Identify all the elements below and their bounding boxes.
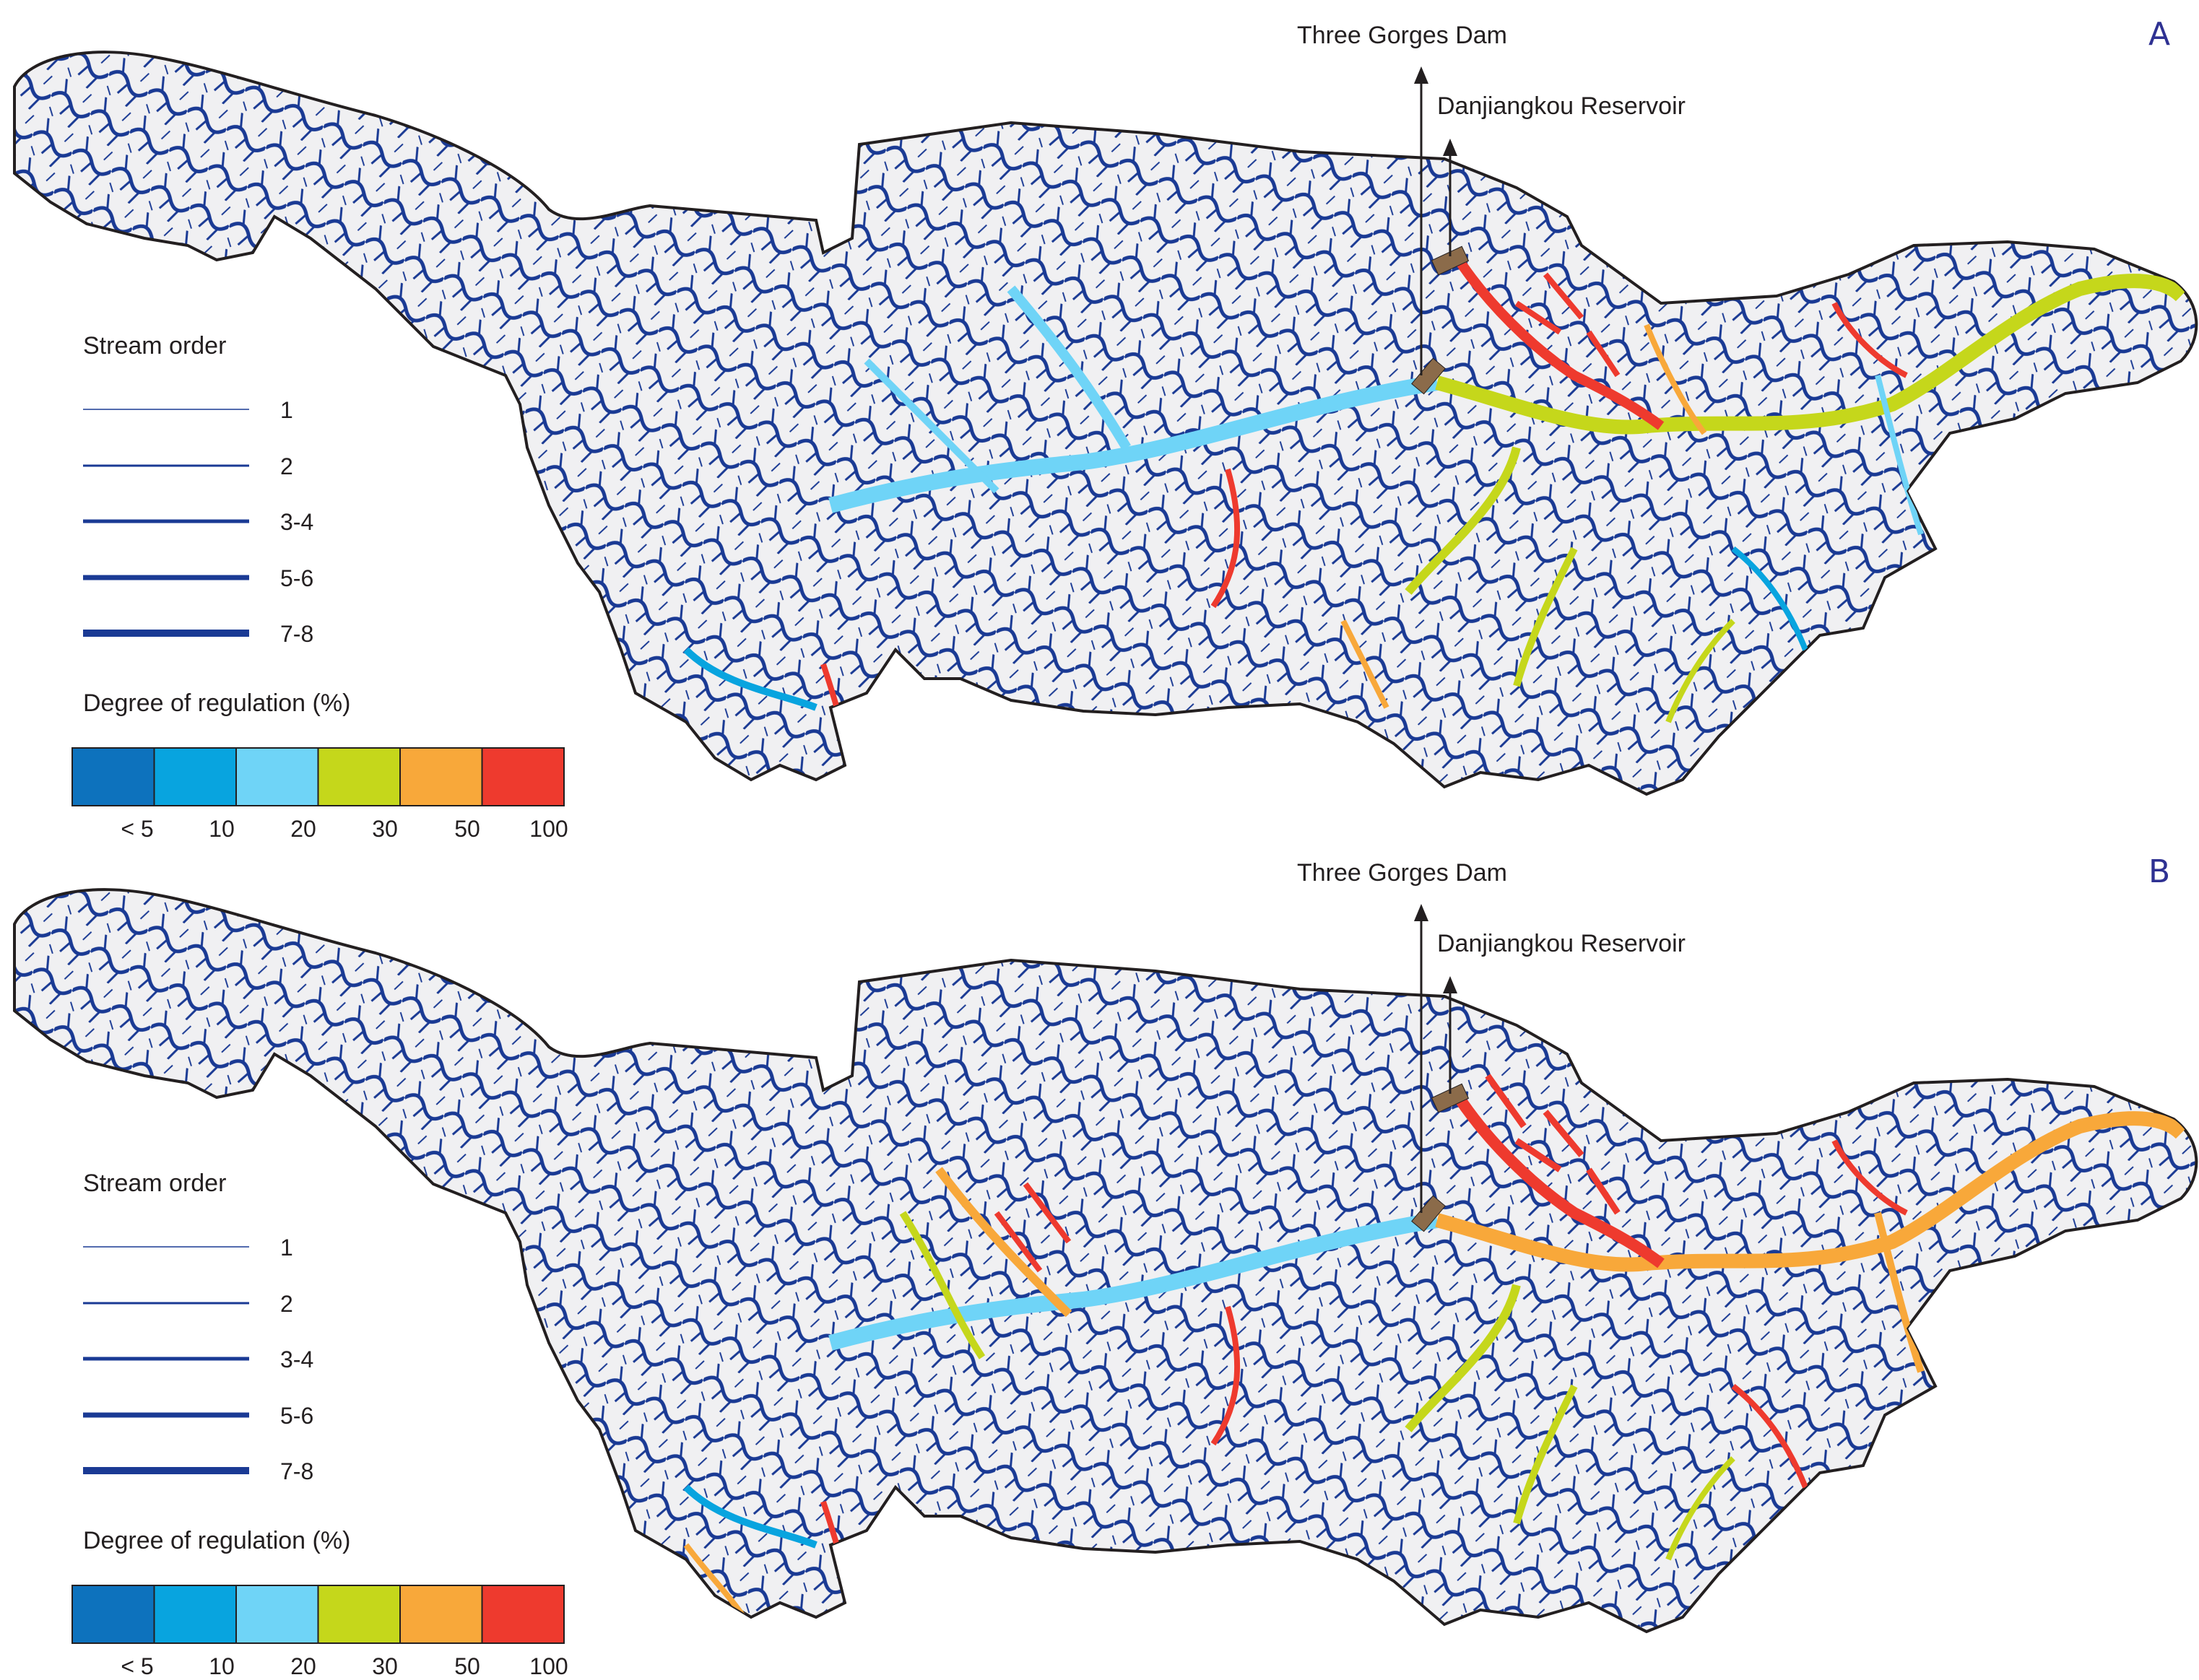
dam-pointer-arrowhead [1414,904,1428,921]
stream-order-label: 7-8 [280,1458,314,1484]
river-mainstem-regulated [1435,1111,2187,1272]
colorbar-swatch [71,1585,155,1644]
three-gorges-dam-label: Three Gorges Dam [1297,859,1507,887]
stream-order-label: 5-6 [280,1403,314,1429]
river-tributary [1874,1211,1925,1373]
colorbar-swatch [235,1585,319,1644]
colorbar-swatch [317,1585,401,1644]
colorbar-swatch [481,747,565,806]
river-tributary [1514,272,1621,378]
regulation-colorbar [71,747,565,806]
river-tributary [1210,468,1241,609]
stream-order-label: 1 [280,1235,293,1261]
dam-pointer-arrowhead [1414,66,1428,84]
basin-fill [13,51,2198,796]
reservoir-pointer-arrowhead [1443,976,1457,993]
colorbar-swatch [481,1585,565,1644]
map-panel-b: B Three Gorges Dam Danjiangkou Reservoir… [0,837,2199,1679]
basin-map-b [13,888,2198,1644]
river-han-regulated [1454,257,1665,430]
river-han-regulated [1454,1094,1665,1268]
colorbar-tick-label: 50 [454,1653,480,1679]
river-tributary [1665,1456,1735,1561]
colorbar-tick-label: 50 [454,816,480,842]
stream-order-label: 1 [280,397,293,423]
colorbar-tick-label: 20 [290,816,316,842]
danjiangkou-reservoir-label: Danjiangkou Reservoir [1437,930,1686,957]
colorbar-swatch [153,747,237,806]
river-mainstem [828,375,1439,513]
colorbar-tick-label: 100 [529,1653,568,1679]
reservoir-marker [1431,1083,1470,1113]
reservoir-pointer-arrowhead [1443,139,1457,156]
river-tributary [1340,619,1389,709]
stream-order-title: Stream order [83,1170,227,1197]
basin-fill [13,888,2198,1634]
colorbar-tick-label: 30 [372,816,398,842]
colorbar-tick-label: 10 [209,1653,235,1679]
danjiangkou-reservoir-label: Danjiangkou Reservoir [1437,92,1686,120]
river-tributary [1665,619,1735,723]
river-tributary [1831,1139,1908,1216]
regulation-colorbar [71,1585,565,1644]
river-tributary [1210,1305,1241,1446]
river-tributary [1405,446,1521,595]
colorbar-tick-label: 30 [372,1653,398,1679]
colorbar-tick-label: < 5 [121,816,154,842]
colorbar-tick-label: 100 [529,816,568,842]
river-tributary [1731,1383,1808,1489]
stream-order-label: 3-4 [280,509,314,535]
river-mainstem-regulated [1435,274,2187,435]
stream-order-label: 7-8 [280,621,314,647]
river-tributary [1875,375,1924,536]
river-tributary [1644,323,1707,435]
river-tributary [683,647,817,711]
panel-letter: A [2148,16,2171,53]
colorbar-swatch [317,747,401,806]
colorbar-tick-label: 10 [209,816,235,842]
river-tributary [994,1182,1072,1273]
dam-marker [1411,357,1446,395]
river-tributary [1405,1284,1521,1432]
colorbar-swatch [153,1585,237,1644]
stream-order-title: Stream order [83,332,227,360]
degree-of-regulation-title: Degree of regulation (%) [83,1527,351,1554]
river-tributary [1007,285,1132,451]
stream-order-label: 5-6 [280,565,314,591]
stream-order-label: 2 [280,1291,293,1317]
colorbar-tick-label: 20 [290,1653,316,1679]
degree-of-regulation-title: Degree of regulation (%) [83,689,351,717]
stream-order-label: 3-4 [280,1346,314,1372]
river-tributary [1731,546,1808,651]
river-tributary [1831,302,1908,378]
regulated-rivers-a [683,257,2187,766]
colorbar-swatch [399,1585,483,1644]
river-tributary [683,1484,817,1549]
river-mainstem [828,1212,1439,1351]
river-tributary [1513,547,1578,687]
dam-marker [1411,1195,1446,1232]
stream-order-label: 2 [280,453,293,479]
river-tributary [899,1211,986,1359]
river-tributary [1513,1384,1578,1525]
colorbar-swatch [399,747,483,806]
colorbar-tick-label: < 5 [121,1653,154,1679]
river-tributary [935,1167,1072,1318]
reservoir-marker [1431,245,1470,276]
river-tributary [1485,1074,1621,1215]
colorbar-swatch [71,747,155,806]
basin-map-a [13,51,2198,806]
panel-letter: B [2148,853,2171,890]
river-tributary [864,358,999,494]
map-panel-a: A Three Gorges Dam Danjiangkou Reservoir… [0,0,2199,842]
three-gorges-dam-label: Three Gorges Dam [1297,22,1507,49]
colorbar-swatch [235,747,319,806]
